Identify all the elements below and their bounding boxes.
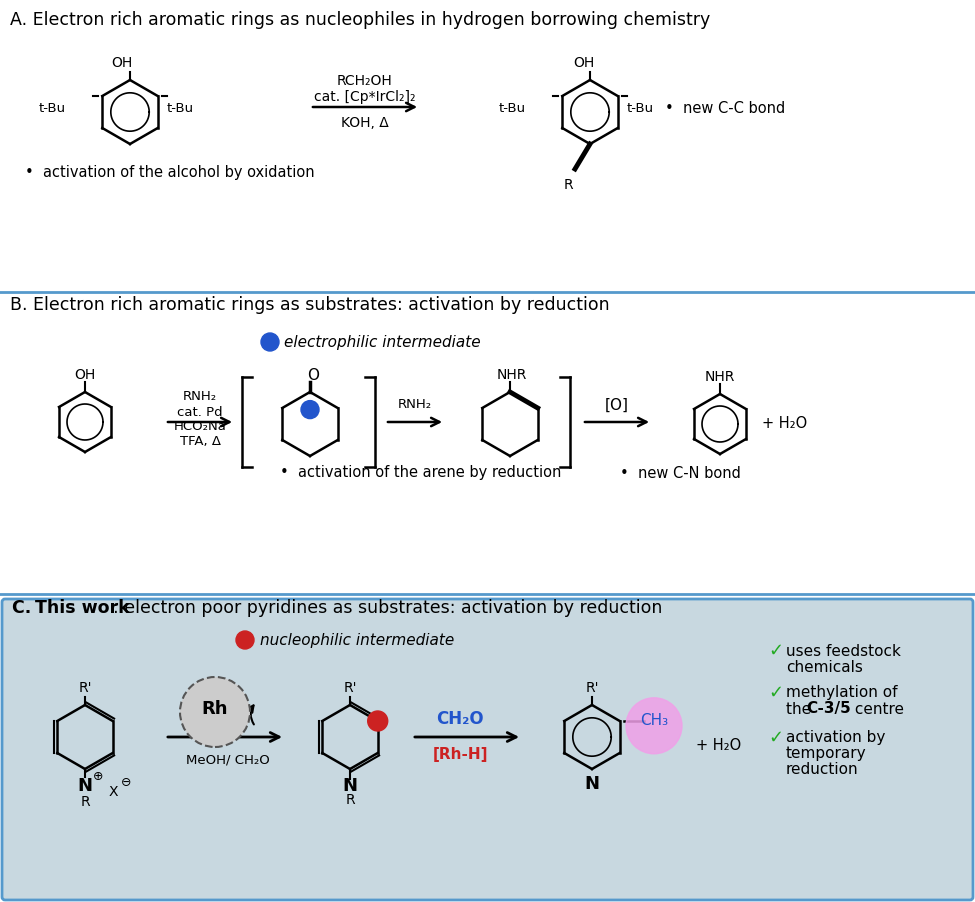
Text: reduction: reduction — [786, 761, 859, 777]
Text: + H₂O: + H₂O — [696, 738, 741, 752]
Text: t-Bu: t-Bu — [167, 101, 194, 115]
Text: TFA, Δ: TFA, Δ — [179, 435, 220, 448]
Text: CH₃: CH₃ — [640, 713, 668, 728]
Text: N: N — [342, 776, 358, 794]
Text: cat. [Cp*IrCl₂]₂: cat. [Cp*IrCl₂]₂ — [314, 90, 415, 104]
Text: C.: C. — [12, 598, 37, 616]
Text: centre: centre — [850, 701, 904, 715]
Text: ⊖: ⊖ — [121, 776, 132, 788]
Text: NHR: NHR — [705, 370, 735, 383]
Circle shape — [368, 711, 388, 732]
Text: ✓: ✓ — [768, 683, 783, 701]
Text: OH: OH — [111, 56, 133, 70]
Text: B. Electron rich aromatic rings as substrates: activation by reduction: B. Electron rich aromatic rings as subst… — [10, 296, 609, 314]
Text: R': R' — [585, 680, 599, 695]
Text: R: R — [345, 792, 355, 806]
Text: RCH₂OH: RCH₂OH — [337, 74, 393, 87]
Text: ✓: ✓ — [768, 641, 783, 659]
Text: CH₂O: CH₂O — [436, 709, 484, 727]
Text: [Rh-H]: [Rh-H] — [432, 747, 488, 761]
Text: : electron poor pyridines as substrates: activation by reduction: : electron poor pyridines as substrates:… — [113, 598, 662, 616]
Text: RNH₂: RNH₂ — [398, 398, 432, 411]
Circle shape — [180, 677, 250, 747]
Text: This work: This work — [35, 598, 130, 616]
Text: N: N — [77, 776, 93, 794]
FancyBboxPatch shape — [2, 599, 973, 900]
Text: C-3/5: C-3/5 — [806, 701, 851, 715]
Text: t-Bu: t-Bu — [39, 101, 66, 115]
Text: HCO₂Na: HCO₂Na — [174, 420, 226, 433]
Text: chemicals: chemicals — [786, 658, 863, 674]
Circle shape — [236, 631, 254, 649]
Text: R': R' — [78, 680, 92, 695]
Text: •  new C-N bond: • new C-N bond — [620, 465, 741, 480]
Text: + H₂O: + H₂O — [762, 415, 807, 430]
Text: t-Bu: t-Bu — [627, 101, 654, 115]
Text: ⊕: ⊕ — [93, 769, 103, 783]
Text: OH: OH — [74, 368, 96, 382]
Text: activation by: activation by — [786, 730, 885, 745]
Text: N: N — [584, 774, 600, 792]
Text: O: O — [307, 367, 319, 382]
Text: R: R — [80, 794, 90, 808]
Text: X: X — [108, 784, 118, 798]
Text: R: R — [564, 178, 573, 192]
Circle shape — [626, 698, 682, 754]
Text: RNH₂: RNH₂ — [183, 390, 217, 403]
Text: OH: OH — [573, 56, 595, 70]
Text: •  new C-C bond: • new C-C bond — [665, 100, 785, 115]
Text: electrophilic intermediate: electrophilic intermediate — [284, 336, 481, 350]
Text: methylation of: methylation of — [786, 685, 898, 700]
Text: •  activation of the arene by reduction: • activation of the arene by reduction — [280, 465, 562, 480]
Text: •  activation of the alcohol by oxidation: • activation of the alcohol by oxidation — [25, 165, 315, 180]
Text: Rh: Rh — [202, 699, 228, 717]
Text: R': R' — [343, 680, 357, 695]
Text: KOH, Δ: KOH, Δ — [341, 115, 389, 130]
Text: MeOH/ CH₂O: MeOH/ CH₂O — [186, 752, 270, 766]
Text: temporary: temporary — [786, 746, 867, 760]
Text: ✓: ✓ — [768, 728, 783, 746]
Text: cat. Pd: cat. Pd — [177, 405, 223, 418]
Text: A. Electron rich aromatic rings as nucleophiles in hydrogen borrowing chemistry: A. Electron rich aromatic rings as nucle… — [10, 11, 710, 29]
Text: [O]: [O] — [605, 397, 629, 412]
Text: uses feedstock: uses feedstock — [786, 643, 901, 658]
Circle shape — [261, 334, 279, 352]
Text: NHR: NHR — [497, 368, 527, 382]
Text: t-Bu: t-Bu — [499, 101, 526, 115]
Text: the: the — [786, 701, 816, 715]
Circle shape — [301, 401, 319, 419]
Text: nucleophilic intermediate: nucleophilic intermediate — [260, 633, 454, 648]
